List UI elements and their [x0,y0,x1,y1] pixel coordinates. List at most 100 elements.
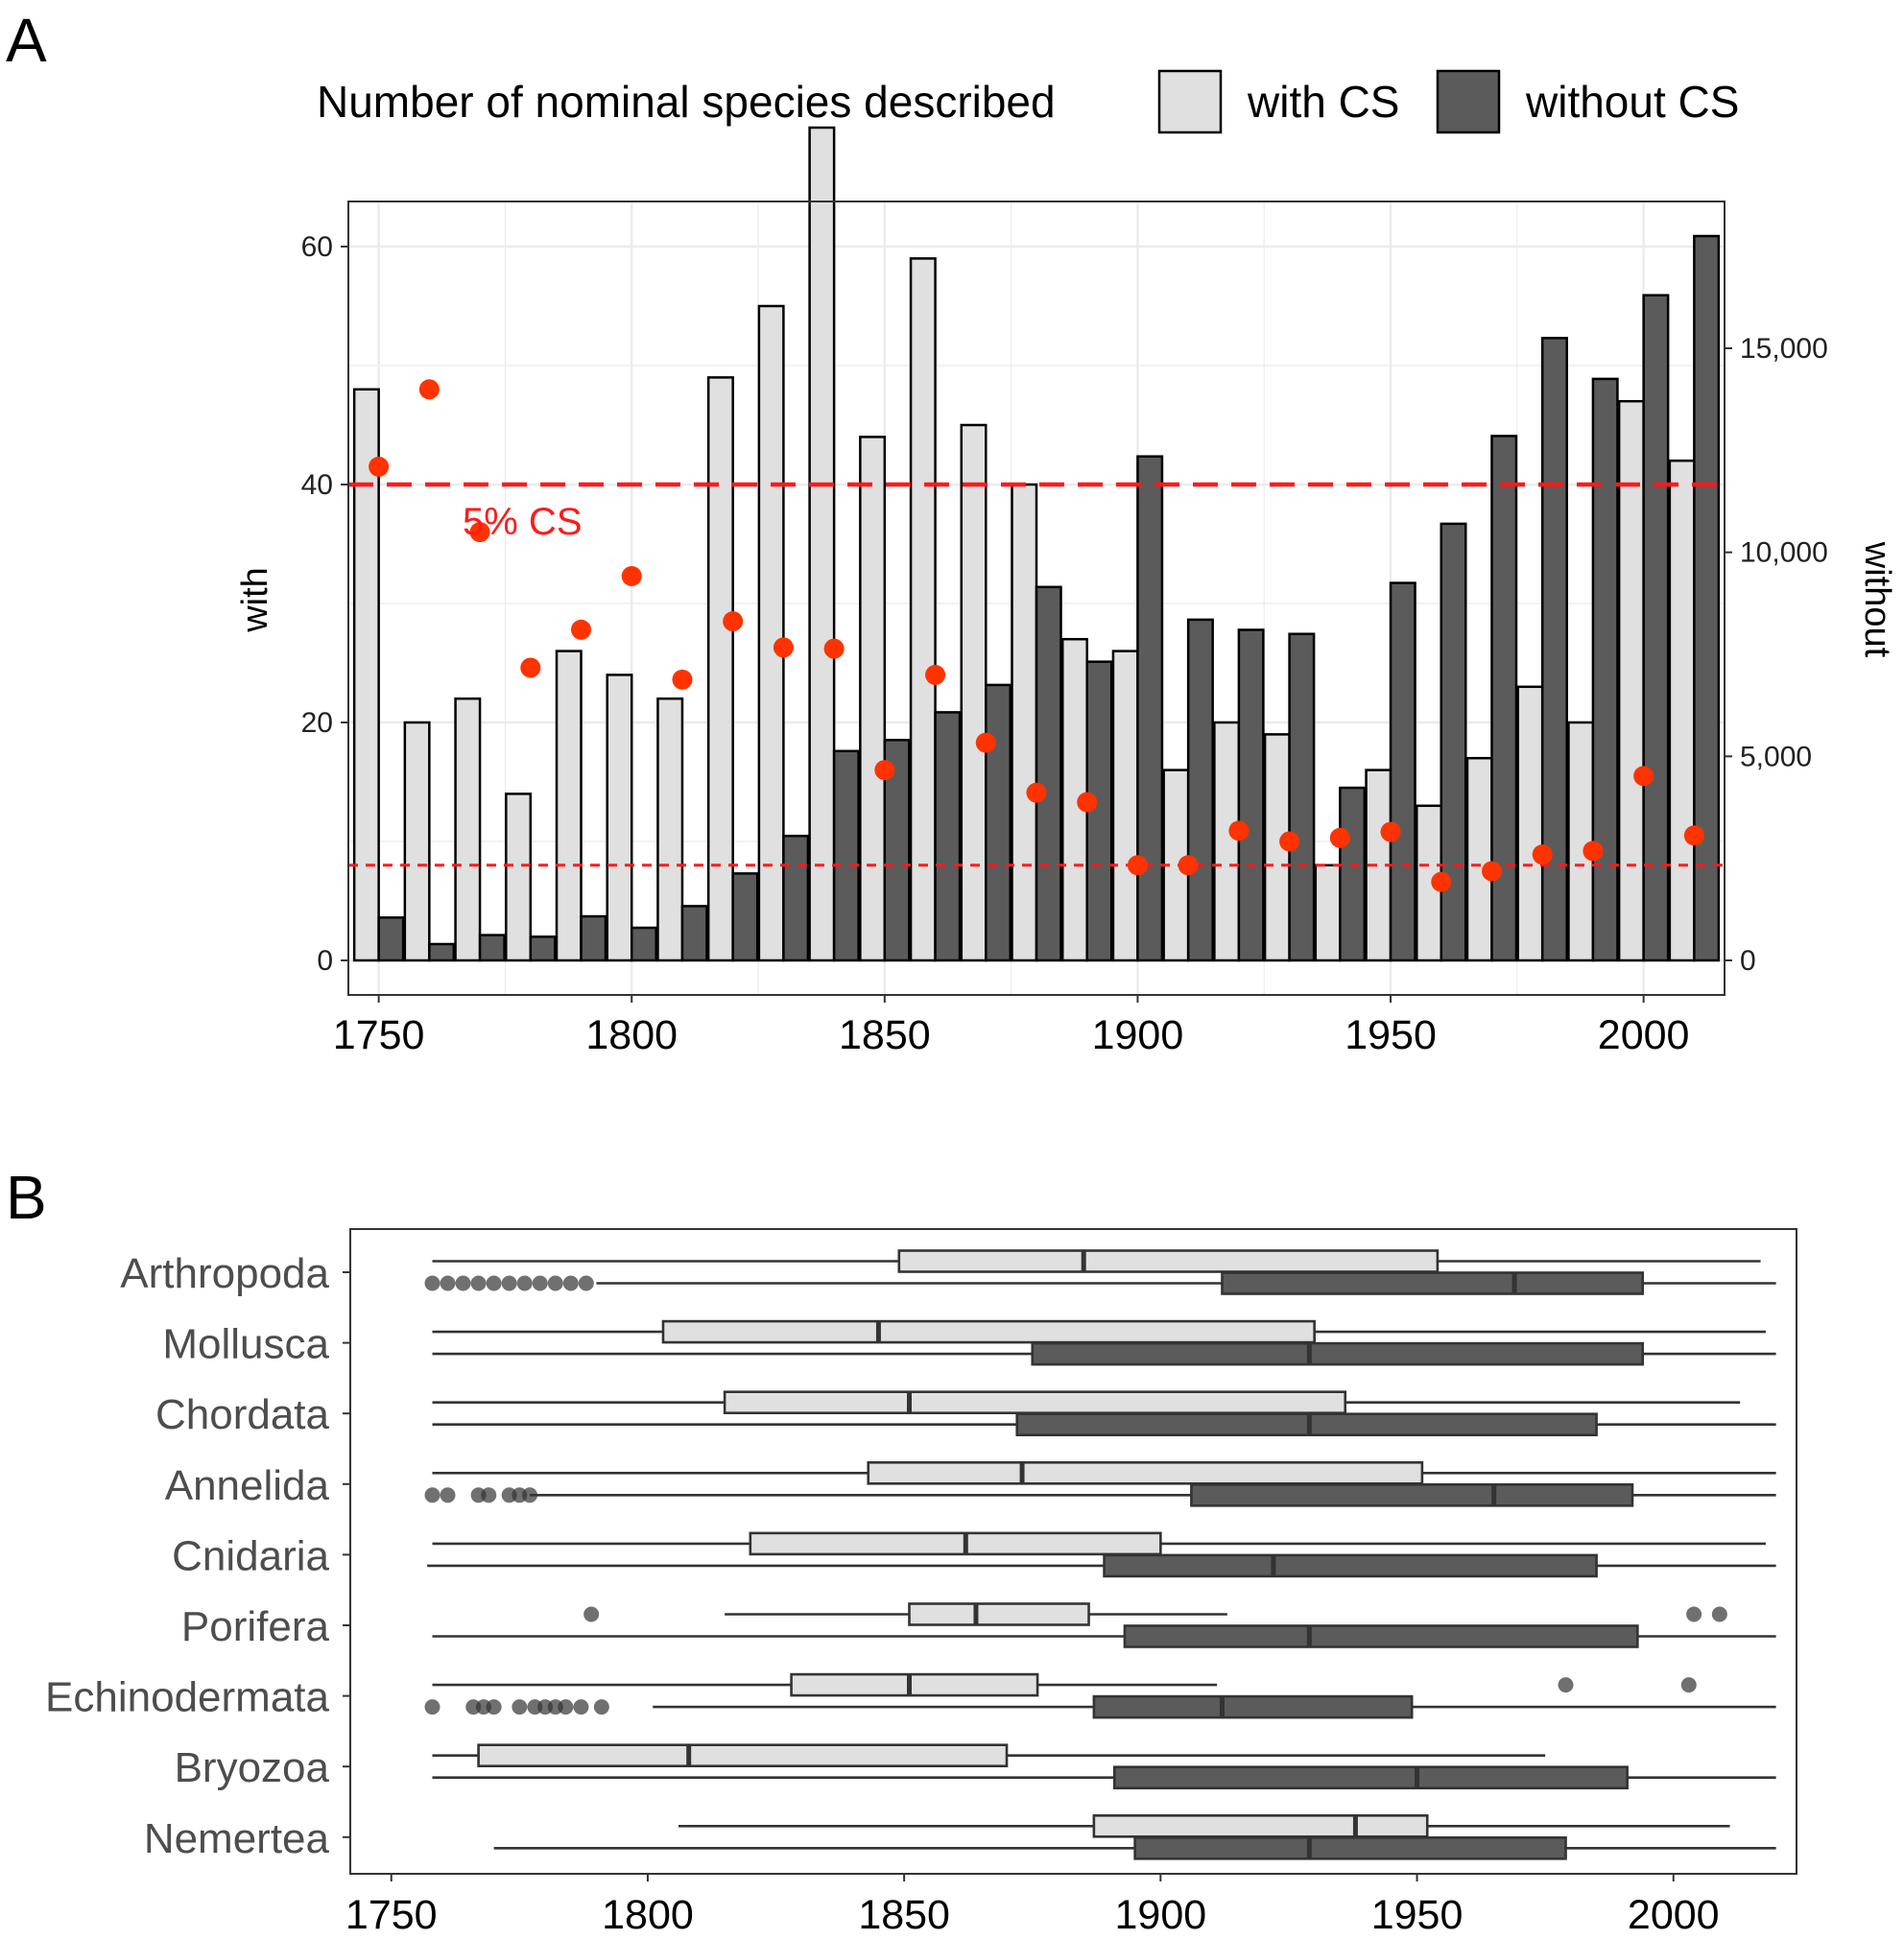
panel-b-letter: B [6,1163,47,1232]
data-point [369,456,390,477]
panel-b-boxplots [424,1249,1776,1860]
category-label: Arthropoda [120,1250,329,1297]
box [477,1743,1009,1767]
panel-a-x-axis-ticks: 1750 1800 1850 1900 1950 2000 [333,995,1690,1058]
bar-without-cs [1490,435,1518,962]
legend-label-without: without CS [1525,77,1739,127]
box [1015,1412,1598,1436]
outlier-point [532,1275,548,1291]
data-point [520,657,541,678]
outlier-point [1680,1677,1697,1693]
bar-without-cs [478,934,506,962]
bar-with-cs [1516,685,1544,962]
outlier-point [558,1699,574,1715]
data-point [823,638,845,659]
bar-with-cs [1465,756,1493,962]
box [1221,1271,1644,1295]
x-tick-label: 1900 [1115,1892,1207,1938]
panel-b-x-axis-ticks: 1750 1800 1850 1900 1950 2000 [345,1874,1720,1938]
bar-with-cs [1567,721,1595,962]
panel-a-legend: Number of nominal species described with… [317,69,1739,134]
bar-with-cs [1213,721,1241,962]
bar-without-cs [731,872,759,962]
bar-with-cs [454,697,482,962]
x-tick-label: 1950 [1345,1012,1437,1058]
outlier-point [470,1275,487,1291]
bar-with-cs [1668,459,1696,962]
box [661,1319,1316,1344]
bar-without-cs [428,942,456,962]
outlier-point [578,1275,594,1291]
x-tick-label: 1800 [602,1892,694,1938]
bar-without-cs [377,916,405,962]
bar-without-cs [1642,294,1670,962]
bar-without-cs [1591,377,1619,962]
box [897,1249,1440,1273]
left-tick-label: 0 [317,945,333,977]
bar-without-cs [680,905,708,962]
x-tick-label: 1750 [333,1012,425,1058]
right-tick-label: 0 [1740,945,1756,977]
outlier-point [516,1275,533,1291]
bar-with-cs [808,126,836,962]
bar-with-cs [656,697,684,962]
category-label: Cnidaria [172,1532,329,1579]
bar-with-cs [1111,650,1139,962]
data-point [1026,782,1047,803]
box [1092,1814,1429,1838]
outlier-point [593,1699,609,1715]
data-point [571,619,592,640]
right-axis-ticks: 0 5,000 10,000 15,000 [1725,333,1828,977]
category-label: Nemertea [144,1815,330,1862]
bar-without-cs [1440,522,1467,962]
data-point [672,669,693,690]
data-point [1228,820,1250,841]
bar-with-cs [555,650,583,962]
outlier-point [1558,1677,1574,1693]
outlier-point [481,1487,497,1503]
left-axis-ticks: 0 20 40 60 [301,231,348,977]
outlier-point [424,1275,440,1291]
bar-without-cs [832,749,860,962]
category-label: Echinodermata [45,1674,329,1721]
data-point [1431,871,1452,892]
x-tick-label: 1950 [1371,1892,1464,1938]
panel-a-border [347,201,1726,996]
data-point [1127,855,1148,876]
outlier-point [1711,1606,1727,1622]
bar-with-cs [403,721,431,962]
bar-without-cs [985,683,1012,962]
bar-without-cs [1237,628,1265,962]
panel-b-category-axis: Arthropoda Mollusca Chordata Annelida Cnidar… [45,1250,350,1862]
data-point [621,565,642,586]
outlier-point [583,1606,600,1622]
x-tick-label: 1850 [839,1012,931,1058]
bar-with-cs [606,674,633,962]
data-point [1380,821,1401,842]
panel-a-plot [347,126,1726,996]
bar-without-cs [782,835,810,962]
data-point [1683,825,1704,846]
bar-without-cs [1540,337,1568,962]
box [723,1390,1347,1414]
data-point [1532,844,1553,865]
panel-b-border [349,1228,1797,1875]
left-tick-label: 20 [301,707,333,739]
right-axis-title: without [1857,541,1897,658]
outlier-point [424,1487,440,1503]
data-point [1481,861,1502,882]
outlier-point [573,1699,589,1715]
bar-with-cs [859,436,887,962]
x-tick-label: 1900 [1092,1012,1184,1058]
box [1031,1341,1644,1366]
box [790,1672,1039,1697]
x-tick-label: 2000 [1598,1012,1690,1058]
outlier-point [512,1699,528,1715]
outlier-point [440,1487,456,1503]
outlier-point [501,1275,517,1291]
bar-with-cs [706,376,734,962]
outlier-point [547,1275,563,1291]
left-axis-title: with [235,567,275,633]
data-point [723,611,744,632]
